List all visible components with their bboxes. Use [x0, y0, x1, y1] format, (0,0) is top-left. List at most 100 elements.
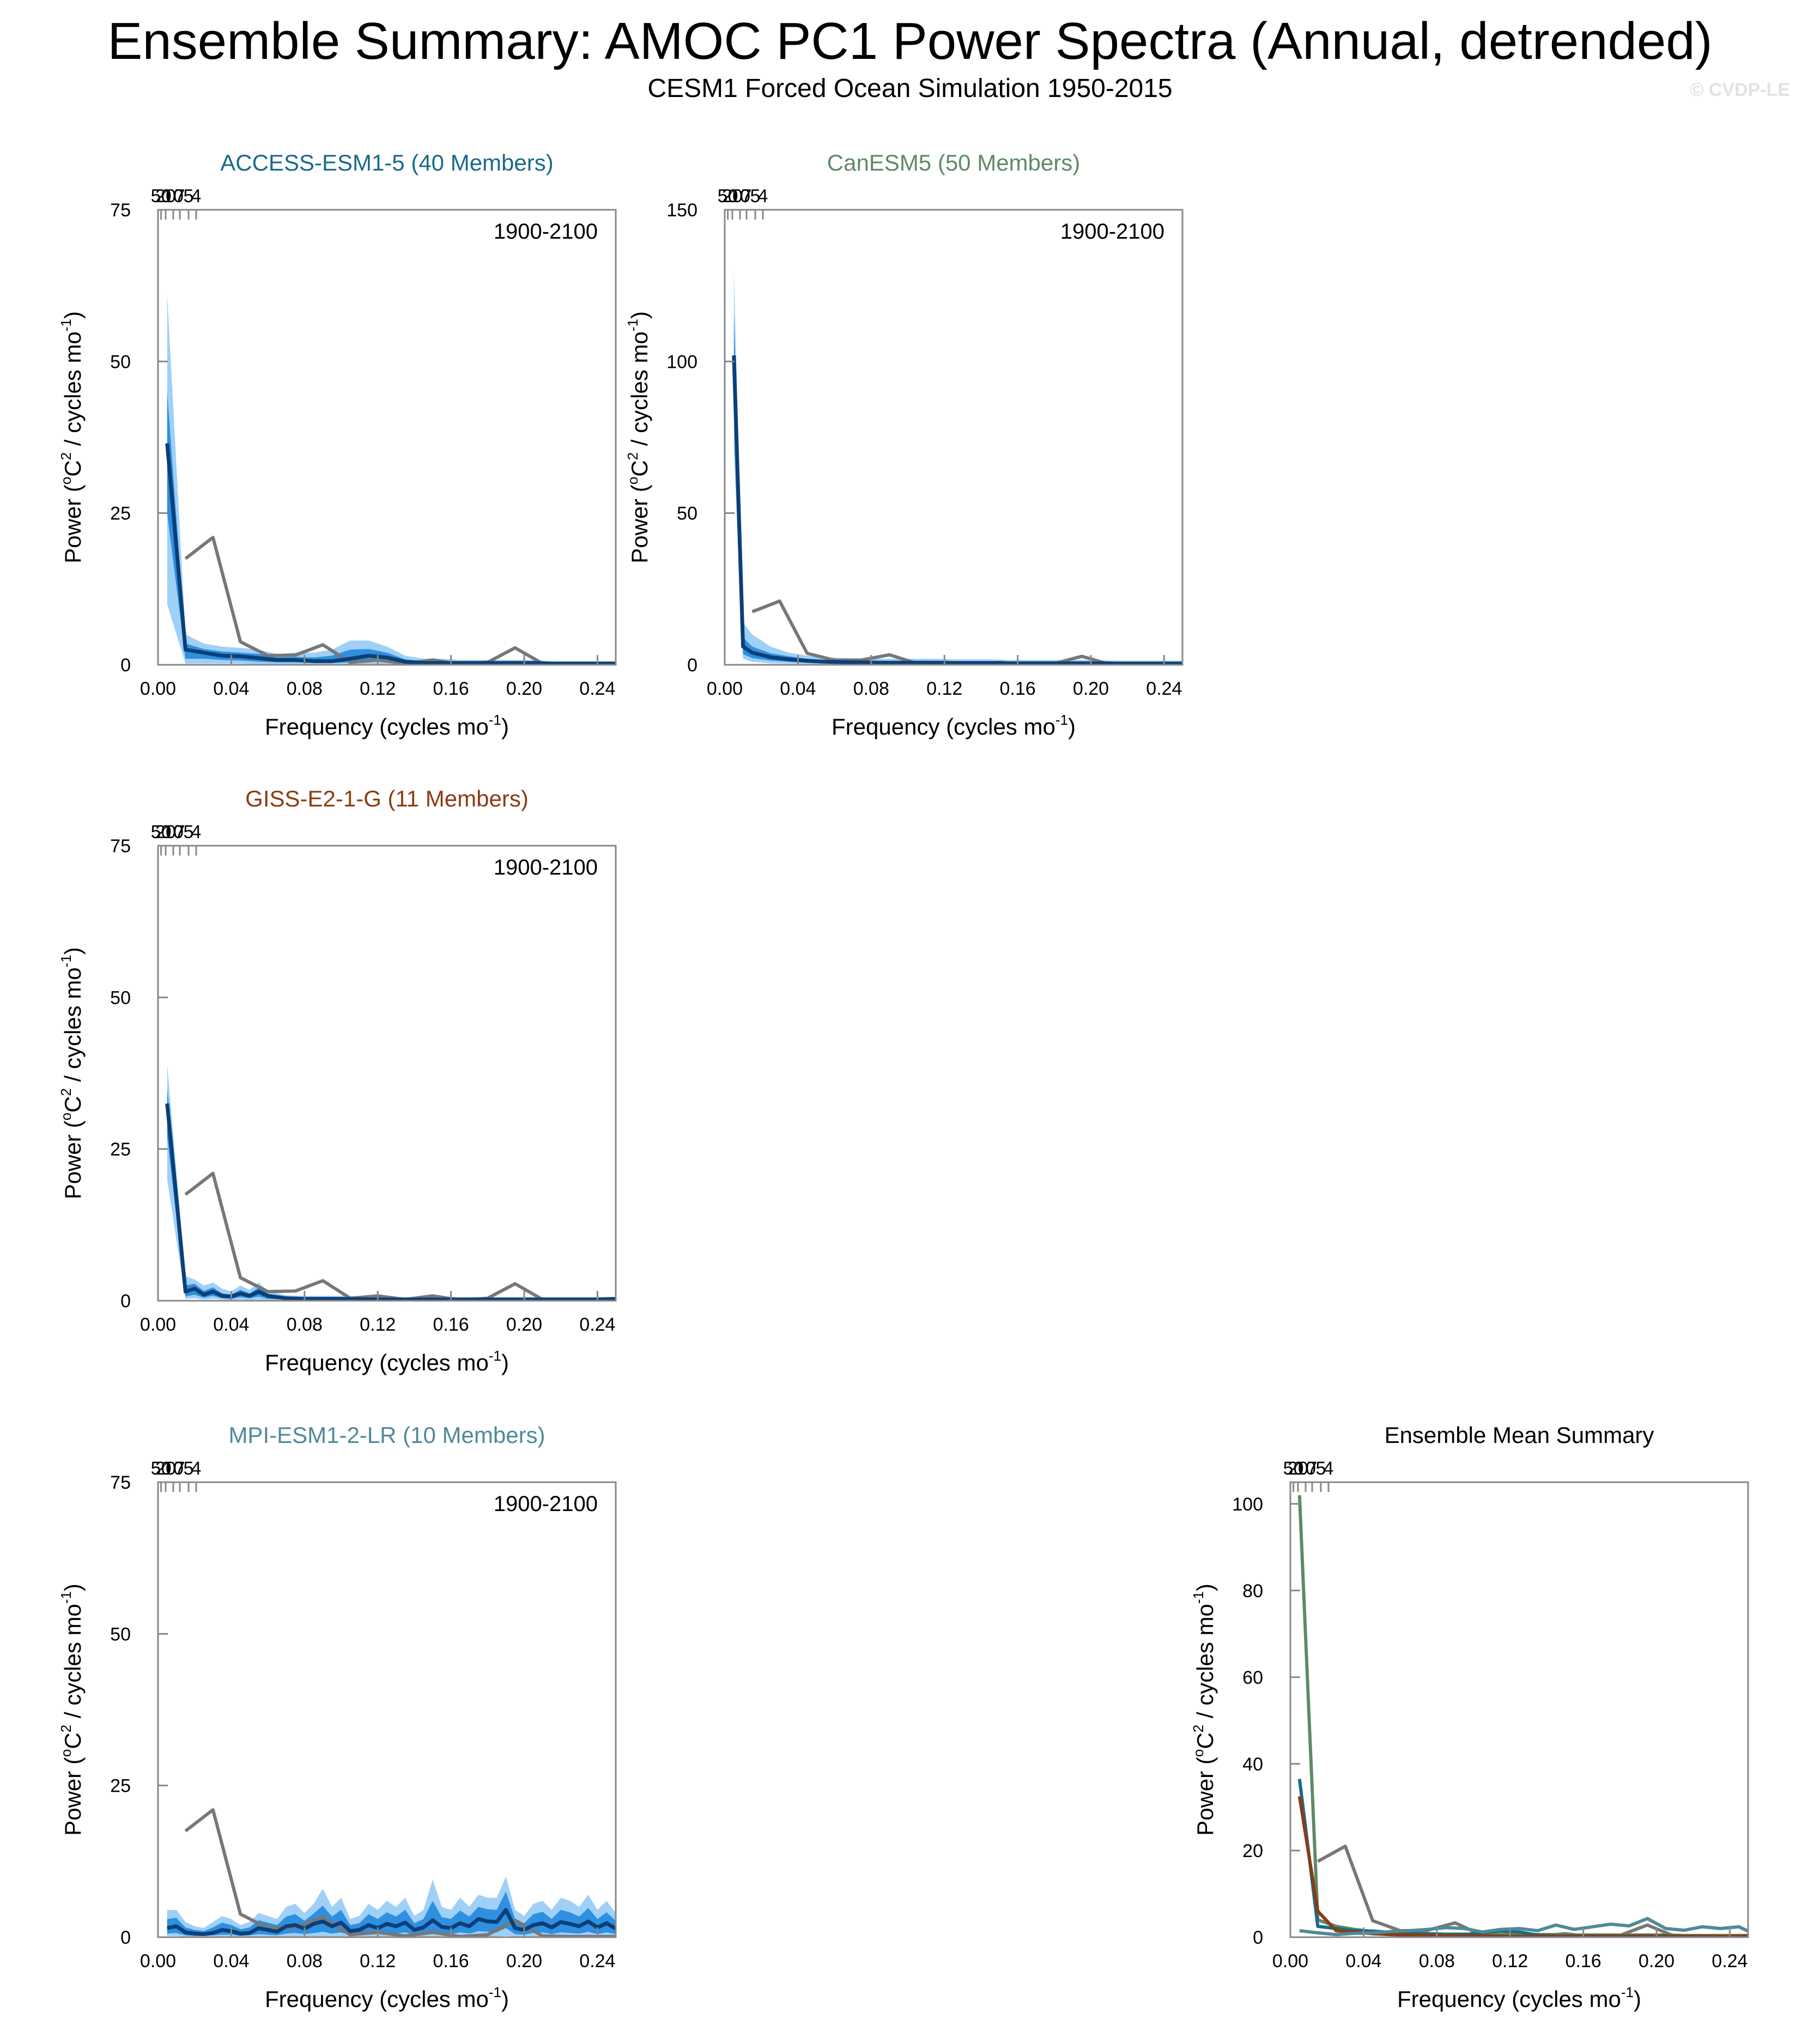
x-tick-label: 0.04 — [780, 678, 816, 699]
x-tick-label: 0.12 — [1492, 1951, 1528, 1972]
x-tick-label: 0.20 — [1073, 678, 1109, 699]
y-tick-label: 0 — [120, 655, 131, 676]
y-axis-label-text: Power ( — [1192, 1757, 1218, 1836]
plot-area — [165, 1064, 616, 1301]
x-tick-label: 0.12 — [926, 678, 962, 699]
period-tick-label: 20 — [155, 1458, 176, 1479]
x-tick-label: 0.16 — [433, 1951, 469, 1972]
plot-frame — [157, 845, 617, 1302]
y-axis-label-sup: 2 — [58, 452, 74, 460]
y-axis-label-sup: 2 — [58, 1725, 74, 1732]
panels-group: 0.00 0.04 0.08 0.12 0.16 0.20 0.24502010754025… — [58, 150, 1749, 2012]
x-axis-label-tail: ) — [1068, 714, 1076, 739]
period-tick-label: 4 — [191, 822, 202, 842]
y-axis-label-sup: 2 — [58, 1088, 74, 1096]
x-tick-label: 0.24 — [579, 1951, 615, 1972]
x-axis-label-tail: ) — [501, 1986, 509, 2012]
x-tick-label: 0.16 — [433, 1314, 469, 1335]
x-axis-label-tail: ) — [1634, 1986, 1641, 2012]
x-tick-label: 0.24 — [579, 678, 615, 699]
date-range-label: 1900-2100 — [494, 856, 598, 879]
period-tick-label: 7 — [1307, 1458, 1318, 1479]
x-axis-label-text: Frequency (cycles mo — [265, 714, 489, 739]
y-axis-label-sup: o — [58, 1749, 74, 1757]
panel-title: Ensemble Mean Summary — [1385, 1422, 1654, 1448]
y-axis-label-end: ) — [60, 1584, 86, 1591]
x-axis-label: Frequency (cycles mo-1) — [265, 712, 509, 739]
y-axis-label-tail: / cycles mo — [60, 331, 86, 452]
period-tick-label: 4 — [191, 1458, 202, 1479]
chart-panel-0: 0.00 0.04 0.08 0.12 0.16 0.20 0.24502010754025… — [58, 150, 617, 739]
chart-panel-4: 0.00 0.04 0.08 0.12 0.16 0.20 0.24502010754020… — [1190, 1422, 1749, 2012]
period-tick-label: 5 — [184, 1458, 194, 1479]
period-tick-label: 7 — [175, 186, 185, 207]
y-axis-label-tail: / cycles mo — [627, 331, 652, 452]
period-tick-label: 5 — [750, 186, 761, 207]
plot-area — [165, 294, 616, 665]
period-tick-label: 5 — [184, 186, 194, 207]
x-axis-label: Frequency (cycles mo-1) — [832, 712, 1076, 739]
chart-panel-3: 0.00 0.04 0.08 0.12 0.16 0.20 0.24502010754025… — [58, 1422, 617, 2012]
ensemble-mean-line-canesm — [1297, 1495, 1748, 1937]
y-tick-label: 0 — [687, 655, 697, 676]
x-tick-label: 0.16 — [1000, 678, 1036, 699]
x-tick-label: 0.20 — [506, 1951, 542, 1972]
ensemble-mean-line — [167, 1908, 616, 1936]
y-axis-label-tail: / cycles mo — [1192, 1604, 1218, 1725]
x-tick-label: 0.08 — [287, 1314, 323, 1335]
period-tick-label: 50 — [151, 822, 172, 842]
y-tick-label: 0 — [120, 1927, 131, 1948]
y-tick-label: 80 — [1242, 1581, 1263, 1602]
y-tick-label: 75 — [110, 1472, 131, 1493]
period-tick-label: 20 — [155, 822, 176, 842]
x-tick-label: 0.24 — [579, 1314, 615, 1335]
period-tick-label: 50 — [1283, 1458, 1304, 1479]
x-tick-label: 0.24 — [1146, 678, 1182, 699]
plot-area — [1297, 1495, 1748, 1937]
y-axis-label: Power (oC2 / cycles mo-1) — [58, 1584, 86, 1836]
spread-band-inner — [167, 1088, 616, 1300]
y-tick-label: 60 — [1242, 1667, 1263, 1688]
x-tick-label: 0.00 — [140, 1314, 176, 1335]
y-axis-label-unit: C — [60, 1096, 86, 1112]
y-axis-label-end: ) — [1192, 1584, 1218, 1591]
panel-title: ACCESS-ESM1-5 (40 Members) — [220, 150, 553, 175]
period-tick-label: 10 — [163, 186, 184, 207]
y-tick-label: 50 — [110, 1624, 131, 1645]
x-tick-label: 0.00 — [707, 678, 743, 699]
period-tick-label: 4 — [1324, 1458, 1334, 1479]
x-axis-label-text: Frequency (cycles mo — [832, 714, 1055, 739]
y-tick-label: 50 — [677, 504, 697, 524]
y-axis-label-unit: C — [1192, 1732, 1218, 1749]
spread-band-outer — [733, 270, 1182, 665]
period-tick-label: 10 — [730, 186, 750, 207]
y-tick-label: 50 — [110, 351, 131, 372]
x-axis-label: Frequency (cycles mo-1) — [265, 1348, 509, 1375]
x-axis-label: Frequency (cycles mo-1) — [1397, 1984, 1641, 2012]
period-tick-label: 4 — [191, 186, 202, 207]
y-axis-label-end: ) — [60, 311, 86, 319]
observation-line — [184, 536, 616, 665]
y-tick-label: 100 — [1232, 1494, 1263, 1515]
y-axis-label-unit: C — [60, 460, 86, 476]
panel-title: MPI-ESM1-2-LR (10 Members) — [228, 1422, 545, 1448]
y-axis-label-text: Power ( — [60, 1120, 86, 1199]
y-axis-label-sup: o — [58, 1113, 74, 1120]
y-axis-label: Power (oC2 / cycles mo-1) — [624, 311, 652, 563]
date-range-label: 1900-2100 — [494, 1492, 598, 1516]
x-tick-label: 0.00 — [140, 678, 176, 699]
y-axis-label-sup: o — [624, 477, 641, 484]
x-tick-label: 0.12 — [360, 1951, 396, 1972]
y-tick-label: 25 — [110, 1776, 131, 1797]
period-tick-label: 20 — [155, 186, 176, 207]
period-tick-label: 5 — [184, 822, 194, 842]
x-tick-label: 0.20 — [506, 678, 542, 699]
plot-frame — [157, 209, 617, 666]
panel-title: CanESM5 (50 Members) — [827, 150, 1080, 175]
y-axis-label-text: Power ( — [60, 1757, 86, 1836]
y-axis-label-sup: -1 — [58, 955, 74, 967]
y-axis-label-end: ) — [60, 947, 86, 955]
ensemble-mean-line-access — [1297, 1779, 1748, 1937]
y-axis-label: Power (oC2 / cycles mo-1) — [58, 311, 86, 563]
period-tick-label: 7 — [742, 186, 752, 207]
